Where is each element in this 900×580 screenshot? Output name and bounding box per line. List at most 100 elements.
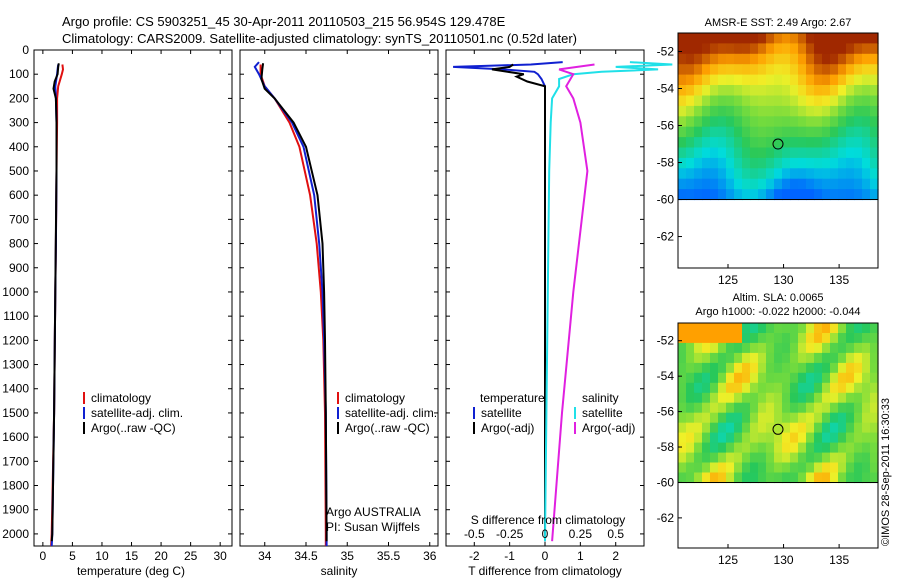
- map-cell: [678, 462, 687, 474]
- map-cell: [806, 95, 815, 107]
- map-cell: [814, 442, 823, 454]
- map-cell: [694, 342, 703, 354]
- map-cell: [862, 137, 871, 149]
- map-cell: [678, 126, 687, 138]
- legend-argo-label: Argo(..raw -QC): [345, 421, 430, 435]
- map-cell: [726, 85, 735, 96]
- map-cell: [718, 95, 727, 107]
- depth-tick-label: 1300: [2, 358, 29, 372]
- map-cell: [846, 189, 855, 201]
- map-cell: [854, 342, 863, 354]
- map-cell: [702, 157, 711, 169]
- map-cell: [766, 64, 775, 76]
- map-cell: [798, 168, 807, 180]
- map-cell: [750, 382, 759, 394]
- map-cell: [806, 422, 815, 434]
- map-cell: [838, 352, 847, 364]
- map-cell: [854, 422, 863, 434]
- map-cell: [702, 53, 711, 65]
- map-cell: [782, 362, 791, 374]
- map-cell: [686, 85, 695, 96]
- map-cell: [830, 95, 839, 107]
- map-cell: [726, 74, 735, 86]
- map-cell: [742, 432, 751, 444]
- map-cell: [710, 95, 719, 107]
- legend-s-argo-label: Argo(-adj): [582, 421, 635, 435]
- map-cell: [678, 168, 687, 180]
- map-cell: [694, 412, 703, 424]
- map-cell: [854, 43, 863, 55]
- map-cell: [854, 472, 863, 484]
- map-cell: [806, 452, 815, 464]
- map-cell: [798, 472, 807, 484]
- map-cell: [798, 402, 807, 414]
- map-cell: [742, 33, 751, 44]
- map-cell: [750, 85, 759, 96]
- map-cell: [814, 472, 823, 484]
- map-cell: [822, 442, 831, 454]
- map-cell: [806, 392, 815, 404]
- map-cell: [702, 352, 711, 364]
- map-cell: [758, 472, 767, 484]
- map-cell: [830, 33, 839, 44]
- map-cell: [782, 116, 791, 128]
- map-cell: [870, 116, 879, 128]
- map-cell: [766, 333, 775, 344]
- map-cell: [734, 105, 743, 117]
- map-cell: [830, 432, 839, 444]
- map-cell: [774, 362, 783, 374]
- map-cell: [798, 189, 807, 201]
- x-tick-label: 15: [125, 549, 139, 563]
- map-cell: [766, 126, 775, 138]
- map-cell: [678, 472, 687, 484]
- map-cell: [766, 43, 775, 55]
- map-cell: [806, 137, 815, 149]
- map-cell: [726, 105, 735, 117]
- map-cell: [718, 452, 727, 464]
- map-cell: [806, 116, 815, 128]
- map-cell: [798, 462, 807, 474]
- map-cell: [790, 147, 799, 159]
- map-cell: [870, 126, 879, 138]
- map-cell: [854, 64, 863, 76]
- map-cell: [854, 402, 863, 414]
- map-cell: [686, 74, 695, 86]
- map-cell: [710, 422, 719, 434]
- map-cell: [758, 168, 767, 180]
- map-cell: [774, 342, 783, 354]
- map-cell: [750, 452, 759, 464]
- map-cell: [790, 462, 799, 474]
- map-cell: [838, 105, 847, 117]
- map-cell: [814, 64, 823, 76]
- x-tick-label: 0: [542, 549, 549, 563]
- map-cell: [790, 392, 799, 404]
- map-cell: [790, 64, 799, 76]
- map-cell: [774, 189, 783, 201]
- sst-map-title: AMSR-E SST: 2.49 Argo: 2.67: [705, 17, 852, 29]
- map-cell: [870, 85, 879, 96]
- map-cell: [734, 432, 743, 444]
- temperature-legend: climatology satellite-adj. clim. Argo(..…: [83, 391, 183, 435]
- map-cell: [822, 452, 831, 464]
- map-cell: [702, 402, 711, 414]
- map-cell: [742, 137, 751, 149]
- map-cell: [694, 178, 703, 190]
- map-cell: [814, 178, 823, 190]
- temperature-xlabel: temperature (deg C): [77, 564, 185, 578]
- map-cell: [678, 442, 687, 454]
- map-cell: [758, 189, 767, 201]
- map-cell: [726, 462, 735, 474]
- map-cell: [830, 189, 839, 201]
- map-cell: [686, 372, 695, 384]
- map-cell: [814, 362, 823, 374]
- map-cell: [678, 432, 687, 444]
- map-cell: [790, 85, 799, 96]
- map-cell: [830, 362, 839, 374]
- map-cell: [742, 64, 751, 76]
- map-cell: [790, 178, 799, 190]
- map-cell: [726, 372, 735, 384]
- salinity-legend: climatology satellite-adj. clim. Argo(..…: [337, 391, 437, 435]
- timestamp-annotation: ©IMOS 28-Sep-2011 16:30:33: [880, 398, 892, 546]
- map-cell: [814, 137, 823, 149]
- map-cell: [814, 333, 823, 344]
